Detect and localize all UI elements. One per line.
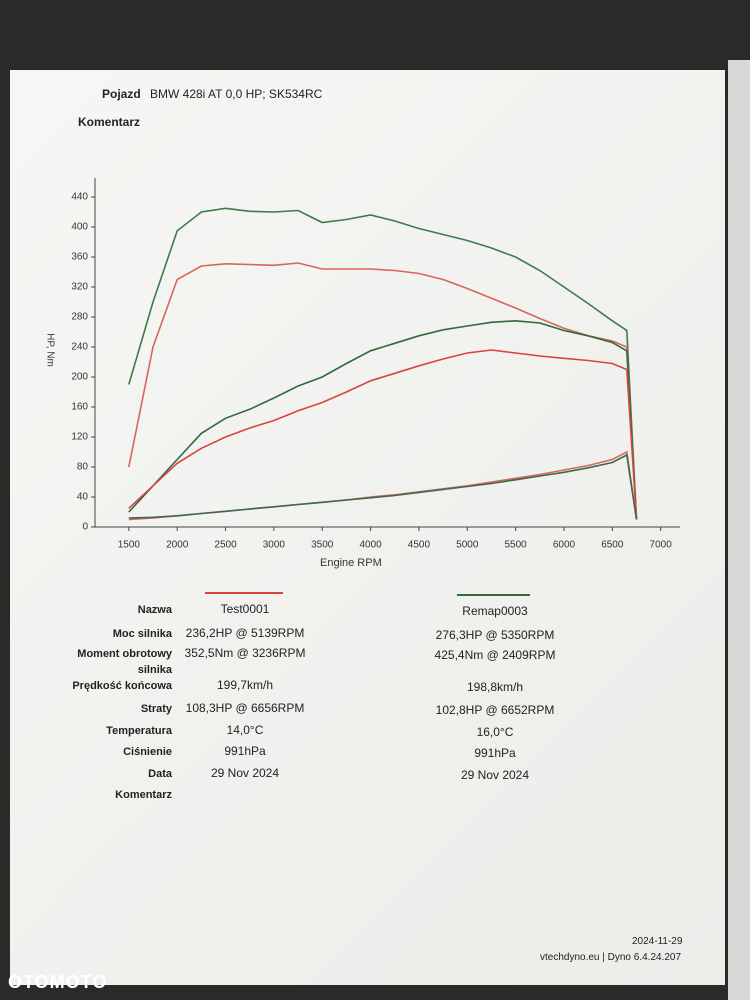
row-value: 276,3HP @ 5350RPM xyxy=(435,628,555,642)
y-tick-label: 120 xyxy=(71,432,88,443)
y-tick-label: 320 xyxy=(71,282,88,293)
row-value: Remap0003 xyxy=(462,604,528,618)
x-tick-label: 7000 xyxy=(650,540,673,551)
series-line xyxy=(128,349,638,520)
row-value: 199,7km/h xyxy=(216,678,274,692)
row-label: Temperatura xyxy=(106,725,172,737)
row-value: 108,3HP @ 6656RPM xyxy=(185,701,305,715)
vehicle-label: Pojazd xyxy=(102,87,141,101)
y-axis-label: HP, Nm xyxy=(44,333,55,367)
y-tick-label: 440 xyxy=(71,192,88,203)
x-tick-label: 5500 xyxy=(504,540,527,551)
row-label: Komentarz xyxy=(115,789,172,801)
x-tick-label: 4000 xyxy=(359,540,382,551)
row-value: 991hPa xyxy=(224,744,266,758)
y-tick-label: 0 xyxy=(82,522,88,533)
row-label: Moc silnika xyxy=(112,628,172,640)
row-value: 102,8HP @ 6652RPM xyxy=(435,703,555,717)
row-value: 198,8km/h xyxy=(466,680,524,694)
y-tick-label: 360 xyxy=(71,252,88,263)
binder-edge xyxy=(728,60,750,1000)
x-tick-label: 2500 xyxy=(214,540,237,551)
y-tick-label: 400 xyxy=(71,222,88,233)
x-tick-label: 3000 xyxy=(263,540,286,551)
x-tick-label: 6500 xyxy=(601,540,624,551)
y-tick-label: 160 xyxy=(71,402,88,413)
x-tick-label: 2000 xyxy=(166,540,189,551)
series-line xyxy=(128,319,638,520)
y-tick-label: 240 xyxy=(71,342,88,353)
y-tick-label: 40 xyxy=(77,492,89,503)
row-label: Ciśnienie xyxy=(123,746,172,758)
footer-software: vtechdyno.eu | Dyno 6.4.24.207 xyxy=(540,952,682,963)
series-line xyxy=(128,207,638,520)
watermark: OTOMOTO xyxy=(8,972,108,992)
row-label: Straty xyxy=(140,703,172,715)
series-line xyxy=(128,262,638,520)
y-tick-label: 80 xyxy=(77,462,89,473)
x-tick-label: 5000 xyxy=(456,540,479,551)
row-value: 16,0°C xyxy=(476,725,514,739)
x-tick-label: 3500 xyxy=(311,540,334,551)
row-label: Moment obrotowy silnika xyxy=(77,648,172,676)
row-value: 14,0°C xyxy=(226,723,264,737)
x-axis-label: Engine RPM xyxy=(320,557,382,569)
row-label: Nazwa xyxy=(137,604,172,616)
series-line xyxy=(128,450,638,521)
y-tick-label: 200 xyxy=(71,372,88,383)
series-line xyxy=(128,453,638,520)
row-value: 352,5Nm @ 3236RPM xyxy=(184,646,306,660)
x-tick-label: 1500 xyxy=(118,540,141,551)
row-value: Test0001 xyxy=(220,602,270,616)
row-value: 991hPa xyxy=(474,746,516,760)
row-value: 236,2HP @ 5139RPM xyxy=(185,626,305,640)
vehicle: BMW 428i AT 0,0 HP; SK534RC xyxy=(150,87,323,101)
x-tick-label: 6000 xyxy=(553,540,576,551)
row-label: Prędkość końcowa xyxy=(72,680,172,692)
row-value: 29 Nov 2024 xyxy=(210,766,280,780)
row-value: 29 Nov 2024 xyxy=(460,768,530,782)
x-tick-label: 4500 xyxy=(408,540,431,551)
footer-date: 2024-11-29 xyxy=(632,936,683,947)
row-value: 425,4Nm @ 2409RPM xyxy=(434,648,556,662)
row-label: Data xyxy=(148,768,172,780)
y-tick-label: 280 xyxy=(71,312,88,323)
comment-label: Komentarz xyxy=(78,115,141,129)
